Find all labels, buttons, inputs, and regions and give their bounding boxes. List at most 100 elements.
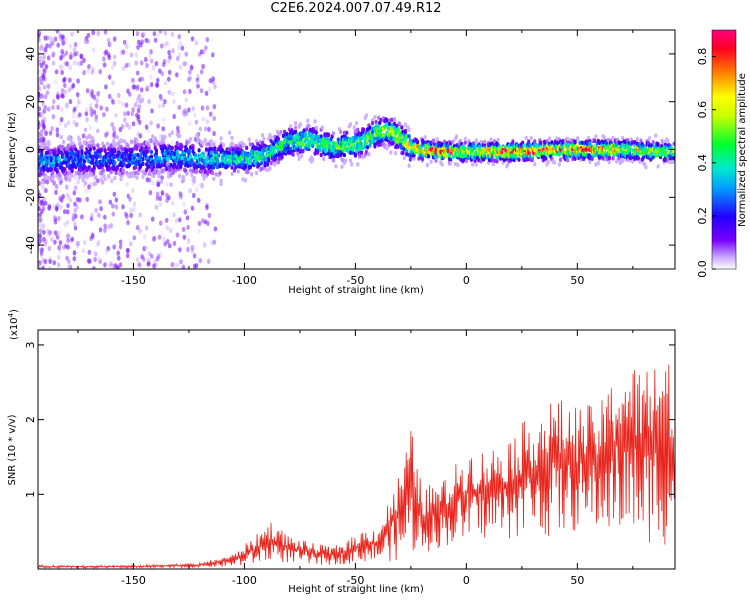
- noise-cell: [212, 130, 216, 137]
- spectrogram-cell: [248, 164, 252, 170]
- spectrogram-cell: [51, 163, 55, 168]
- noise-cell: [60, 93, 64, 99]
- noise-cell: [59, 197, 64, 203]
- spectrogram-cell: [128, 174, 132, 179]
- spectrogram-cell: [489, 137, 493, 142]
- noise-cell: [134, 52, 139, 58]
- noise-cell: [89, 235, 93, 242]
- spectrogram-cell: [366, 127, 370, 132]
- spectrogram-cell: [446, 148, 450, 154]
- y-tick-label: 20: [24, 95, 37, 109]
- noise-cell: [150, 180, 155, 186]
- spectrogram-cell: [190, 172, 194, 178]
- spectrogram-cell: [193, 156, 198, 161]
- spectrogram-cell: [569, 138, 574, 143]
- spectrogram-cell: [179, 164, 183, 169]
- spectrogram-cell: [239, 144, 243, 149]
- spectrogram-cell: [552, 160, 557, 165]
- spectrogram-cell: [668, 160, 672, 165]
- spectrogram-cell: [107, 174, 111, 180]
- noise-cell: [207, 86, 212, 92]
- noise-cell: [56, 104, 60, 110]
- spectrogram-cell: [479, 143, 483, 148]
- noise-cell: [175, 262, 180, 268]
- noise-cell: [45, 90, 50, 96]
- noise-cell: [51, 60, 56, 66]
- spectrogram-cell: [162, 139, 166, 144]
- spectrogram-cell: [230, 165, 234, 170]
- spectrogram-cell: [95, 154, 99, 160]
- noise-cell: [179, 259, 183, 265]
- noise-cell: [151, 65, 156, 71]
- noise-cell: [99, 105, 103, 111]
- spectrogram-cell: [451, 139, 455, 144]
- spectrogram-cell: [319, 152, 323, 158]
- spectrogram-cell: [447, 152, 451, 157]
- noise-cell: [38, 33, 41, 39]
- spectrogram-cell: [373, 115, 377, 120]
- spectrogram-cell: [296, 141, 300, 146]
- noise-cell: [54, 230, 58, 236]
- noise-cell: [72, 190, 77, 196]
- colorbar-tick-label: 0.2: [696, 207, 709, 225]
- spectrogram-cell: [77, 175, 82, 180]
- spectrogram-cell: [160, 134, 165, 140]
- spectrogram-ylabel: Frequency (Hz): [7, 112, 18, 188]
- noise-cell: [54, 184, 59, 190]
- spectrogram-cell: [400, 125, 404, 130]
- x-tick-label: 50: [570, 574, 584, 587]
- noise-cell: [144, 124, 149, 130]
- noise-cell: [79, 53, 83, 59]
- spectrogram-cell: [92, 142, 96, 148]
- snr-panel: -150 -100 -50 0 50 1 2 3 Height of straight lin…: [7, 309, 676, 595]
- y-tick-label: 2: [24, 416, 37, 423]
- spectrogram-cell: [294, 125, 298, 130]
- noise-cell: [67, 264, 71, 269]
- noise-cell: [68, 197, 73, 203]
- noise-cell: [41, 122, 45, 128]
- spectrogram-cell: [491, 161, 495, 167]
- noise-cell: [39, 250, 44, 256]
- noise-cell: [103, 227, 107, 234]
- noise-cell: [46, 232, 51, 238]
- spectrogram-cell: [115, 165, 119, 170]
- noise-cell: [51, 114, 56, 120]
- noise-cell: [57, 230, 61, 236]
- spectrogram-cell: [324, 149, 328, 154]
- spectrogram-cell: [184, 157, 188, 162]
- noise-cell: [74, 122, 79, 128]
- spectrogram-cell: [198, 126, 202, 132]
- noise-cell: [129, 52, 134, 58]
- noise-cell: [55, 30, 60, 34]
- x-tick-label: 50: [570, 274, 584, 287]
- noise-cell: [138, 133, 143, 139]
- spectrogram-cell: [388, 140, 392, 145]
- spectrogram-cell: [167, 174, 171, 179]
- noise-cell: [132, 235, 137, 241]
- spectrogram-cell: [477, 158, 481, 163]
- noise-cell: [72, 250, 77, 256]
- spectrogram-cell: [588, 159, 592, 165]
- noise-cell: [196, 197, 201, 203]
- spectrogram-cell: [63, 167, 67, 172]
- noise-cell: [73, 225, 78, 231]
- noise-cell: [83, 239, 87, 246]
- noise-cell: [116, 265, 120, 269]
- noise-cell: [179, 194, 183, 200]
- spectrogram-cell: [363, 144, 367, 150]
- x-tick-label: -100: [232, 274, 257, 287]
- spectrogram-cell: [47, 142, 51, 147]
- noise-cell: [212, 115, 216, 122]
- spectrogram-cell: [377, 115, 381, 120]
- noise-cell: [145, 62, 149, 69]
- noise-cell: [47, 245, 52, 252]
- spectrogram-cell: [617, 140, 621, 145]
- spectrogram-cell: [91, 136, 95, 142]
- noise-cell: [149, 120, 153, 126]
- noise-cell: [57, 215, 61, 222]
- noise-cell: [60, 49, 64, 55]
- noise-cell: [135, 225, 140, 231]
- spectrogram-cell: [92, 165, 96, 170]
- noise-cell: [57, 245, 61, 251]
- noise-cell: [93, 256, 97, 263]
